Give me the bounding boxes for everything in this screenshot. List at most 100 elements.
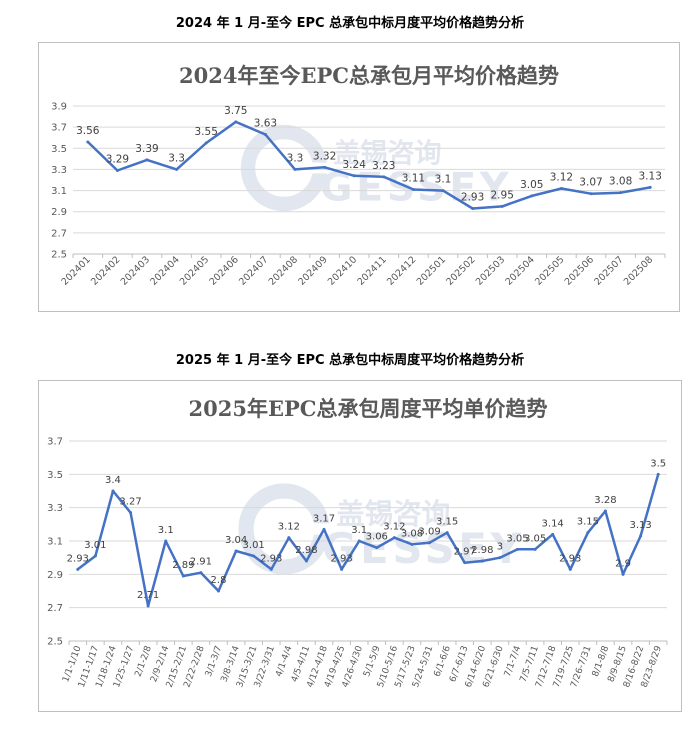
data-point [199,571,203,575]
data-label: 3.27 [119,497,141,508]
data-label: 3.01 [243,540,265,551]
y-tick-label: 2.7 [51,228,67,239]
weekly-chart-frame: 2025年EPC总承包周度平均单价趋势 盖锡咨询 GESSEY 2.5 2.7 2.9 3.… [38,380,682,712]
data-point [621,572,625,576]
data-label: 3.32 [313,150,336,162]
data-point [619,191,623,195]
data-label: 3.05 [524,533,546,544]
x-tick-label: 202407 [237,254,270,287]
data-point [375,546,379,550]
x-tick-label: 202508 [622,254,655,287]
data-point [480,559,484,563]
data-point [164,539,168,543]
y-tick-label: 3.9 [51,102,67,113]
monthly-price-chart: 2024年至今EPC总承包月平均价格趋势盖锡咨询GESSEY2.52.72.93… [51,63,666,288]
watermark-cn-text: 盖锡咨询 [336,497,450,530]
x-tick-label: 202507 [592,254,625,287]
data-label: 3.13 [639,170,662,182]
data-point [392,536,396,540]
data-point [86,140,90,144]
y-tick-label: 3.5 [47,470,63,481]
data-label: 3.06 [366,532,388,543]
data-point [322,527,326,531]
data-label: 3.55 [195,126,218,138]
data-label: 3.39 [135,143,158,155]
data-label: 3.15 [436,517,458,528]
data-label: 3.12 [278,522,300,533]
data-label: 3.04 [225,535,247,546]
y-tick-label: 3.3 [47,503,63,514]
weekly-price-chart: 2025年EPC总承包周度平均单价趋势盖锡咨询GESSEY2.52.72.93.… [47,396,668,689]
data-label: 3.17 [313,513,335,524]
x-tick-label: 202502 [444,254,477,287]
data-label: 3.01 [84,540,106,551]
data-point [441,189,445,193]
data-point [234,120,238,124]
data-point [304,559,308,563]
x-tick-label: 202402 [89,254,122,287]
data-point [340,567,344,571]
x-tick-label: 202409 [296,254,329,287]
series-line [77,473,660,608]
data-point [287,536,291,540]
x-tick-label: 202405 [178,254,211,287]
data-label: 2.95 [491,189,514,201]
data-label: 3.12 [383,522,405,533]
x-tick-label: 202505 [533,254,566,287]
y-tick-label: 3.5 [51,144,67,155]
data-point [145,158,149,162]
data-point [656,472,660,476]
data-label: 3.05 [506,533,528,544]
data-label: 3.11 [402,173,425,185]
data-point [471,207,475,211]
data-label: 2.98 [471,545,493,556]
data-label: 3.08 [401,528,423,539]
data-point [586,531,590,535]
data-label: 2.91 [190,557,212,568]
data-label: 3.09 [418,527,440,538]
x-tick-label: 202404 [148,254,181,287]
data-point [382,175,386,179]
data-point [115,168,119,172]
x-tick-label: 202506 [563,254,596,287]
data-label: 2.93 [461,192,484,204]
data-label: 3.63 [254,118,277,130]
data-point [410,542,414,546]
y-tick-label: 2.5 [51,250,67,261]
data-label: 3.1 [158,525,174,536]
data-point [463,561,467,565]
data-point [269,567,273,571]
x-tick-label: 202411 [355,254,388,287]
watermark-en-text: GESSEY [320,164,512,210]
data-point [530,194,534,198]
weekly-section-heading: 2025 年 1 月-至今 EPC 总承包中标周度平均价格趋势分析 [175,353,525,368]
data-point [129,511,133,515]
data-label: 3.1 [351,525,367,536]
data-label: 3.13 [629,520,651,531]
data-point [500,204,504,208]
data-label: 3.5 [650,458,666,469]
data-label: 2.97 [454,547,476,558]
data-label: 3.24 [343,159,367,171]
data-point [603,509,607,513]
y-tick-label: 2.9 [51,207,67,218]
data-label: 2.98 [295,545,317,556]
y-tick-label: 3.1 [47,537,63,548]
data-point [352,174,356,178]
y-tick-label: 2.7 [47,603,63,614]
y-tick-label: 3.3 [51,165,67,176]
data-label: 3.4 [105,475,121,486]
data-label: 3.07 [579,177,602,189]
data-point [568,567,572,571]
data-point [411,188,415,192]
data-point [175,167,179,171]
x-tick-label: 202403 [119,254,152,287]
data-point [204,141,208,145]
data-point [648,185,652,189]
x-tick-label: 202504 [503,254,536,287]
data-point [639,534,643,538]
y-tick-label: 3.7 [47,437,63,448]
data-label: 3.08 [609,176,632,188]
chart-title: 2025年EPC总承包周度平均单价趋势 [189,396,548,421]
